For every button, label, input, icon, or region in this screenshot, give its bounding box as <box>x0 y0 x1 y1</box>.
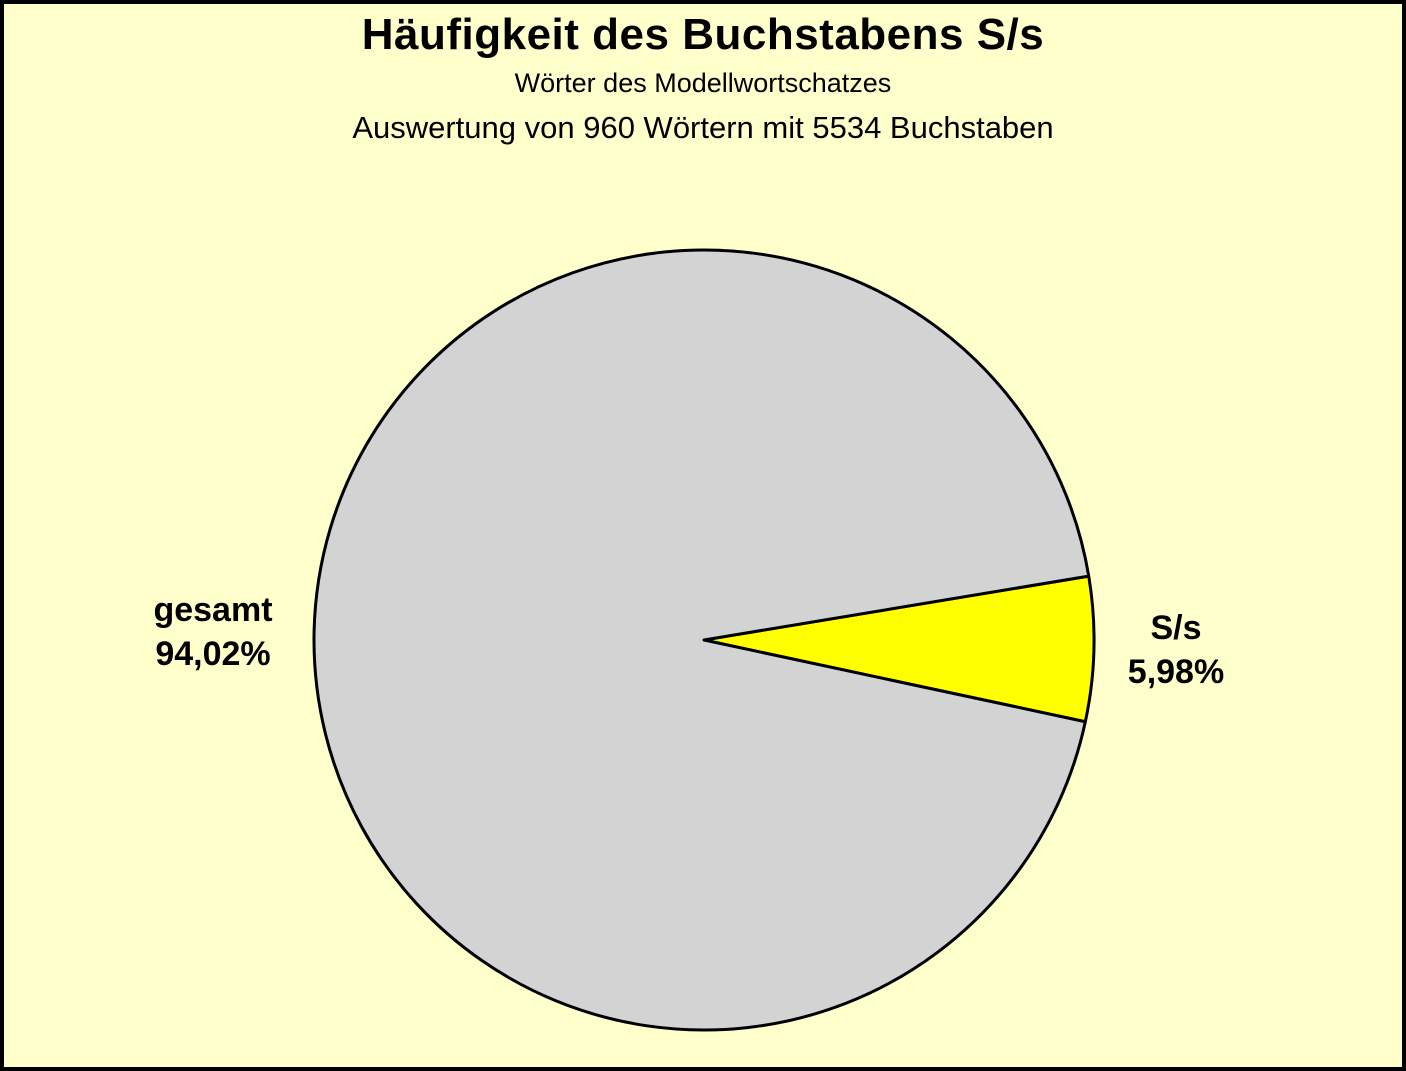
label-gesamt: gesamt 94,02% <box>118 588 308 676</box>
label-ss-value: 5,98% <box>1127 653 1225 691</box>
label-ss: S/s 5,98% <box>1081 606 1271 694</box>
pie-chart <box>312 248 1096 1032</box>
pie-slice-gesamt <box>312 248 1091 1032</box>
label-gesamt-name: gesamt <box>153 591 273 629</box>
label-gesamt-value: 94,02% <box>155 635 271 673</box>
chart-title: Häufigkeit des Buchstabens S/s <box>361 10 1045 59</box>
chart-note: Auswertung von 960 Wörtern mit 5534 Buch… <box>352 110 1054 145</box>
label-ss-name: S/s <box>1150 609 1202 647</box>
chart-subtitle: Wörter des Modellwortschatzes <box>514 68 892 98</box>
pie-slice-s-s <box>702 574 1096 724</box>
